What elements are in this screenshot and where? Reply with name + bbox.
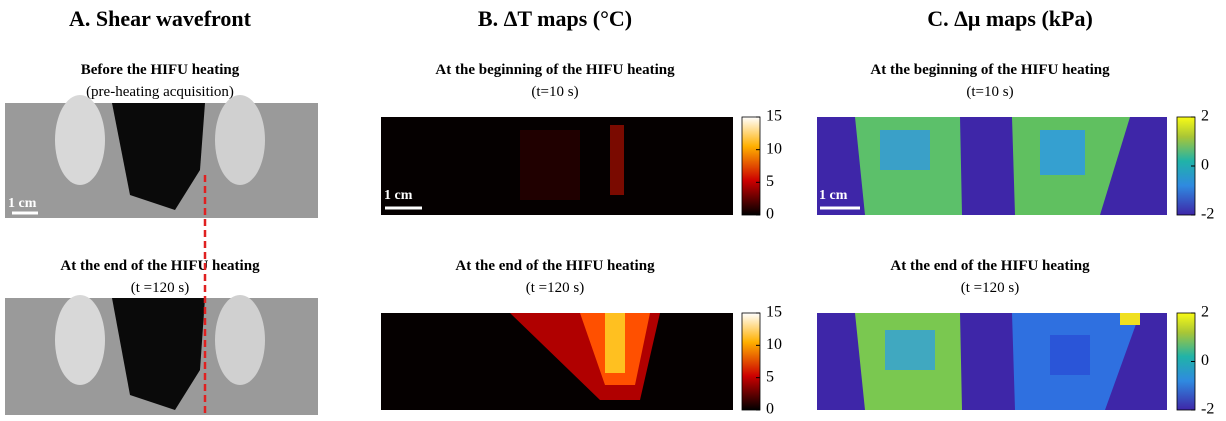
tick-label: 15	[766, 108, 782, 125]
subcaption: (pre-heating acquisition)	[86, 84, 234, 100]
image: 1 cm	[381, 117, 733, 215]
subcaption: (t =120 s)	[961, 280, 1019, 296]
tick-label: 2	[1201, 108, 1209, 125]
image	[817, 313, 1167, 410]
caption: At the beginning of the HIFU heating	[870, 62, 1110, 78]
tick-label: 10	[766, 336, 782, 353]
caption: At the end of the HIFU heating	[890, 258, 1090, 274]
image	[381, 313, 733, 410]
caption: At the end of the HIFU heating	[60, 258, 260, 274]
colorbar: 0 5 10 15	[741, 108, 782, 223]
scale-label: 1 cm	[384, 188, 413, 203]
colorbar: -2 0 2	[1176, 304, 1214, 418]
colorbar: -2 0 2	[1176, 108, 1214, 223]
caption: At the beginning of the HIFU heating	[435, 62, 675, 78]
caption: At the end of the HIFU heating	[455, 258, 655, 274]
colorbar: 0 5 10 15	[741, 304, 782, 418]
tick-label: 0	[766, 206, 774, 223]
subcaption: (t =120 s)	[131, 280, 189, 296]
tick-label: 5	[766, 368, 774, 385]
subcaption: (t=10 s)	[966, 84, 1013, 100]
tick-label: -2	[1201, 401, 1214, 418]
image: 1 cm	[817, 117, 1167, 215]
tick-label: 15	[766, 304, 782, 321]
scale-label: 1 cm	[819, 188, 848, 203]
colorbar-scale	[741, 312, 761, 411]
tick-label: 0	[1201, 157, 1209, 174]
panel-title: B. ΔT maps (°C)	[478, 6, 632, 31]
image	[5, 295, 318, 415]
scale-label: 1 cm	[8, 196, 37, 211]
subcaption: (t =120 s)	[526, 280, 584, 296]
tick-label: 0	[766, 401, 774, 418]
tick-label: 5	[766, 173, 774, 190]
tick-label: 10	[766, 140, 782, 157]
subcaption: (t=10 s)	[531, 84, 578, 100]
colorbar-scale	[741, 116, 761, 216]
tick-label: -2	[1201, 206, 1214, 223]
image: 1 cm	[5, 95, 318, 218]
panel-title: A. Shear wavefront	[69, 6, 252, 31]
tick-label: 2	[1201, 304, 1209, 321]
caption: Before the HIFU heating	[81, 62, 240, 78]
panel-title: C. Δμ maps (kPa)	[927, 6, 1093, 31]
tick-label: 0	[1201, 352, 1209, 369]
